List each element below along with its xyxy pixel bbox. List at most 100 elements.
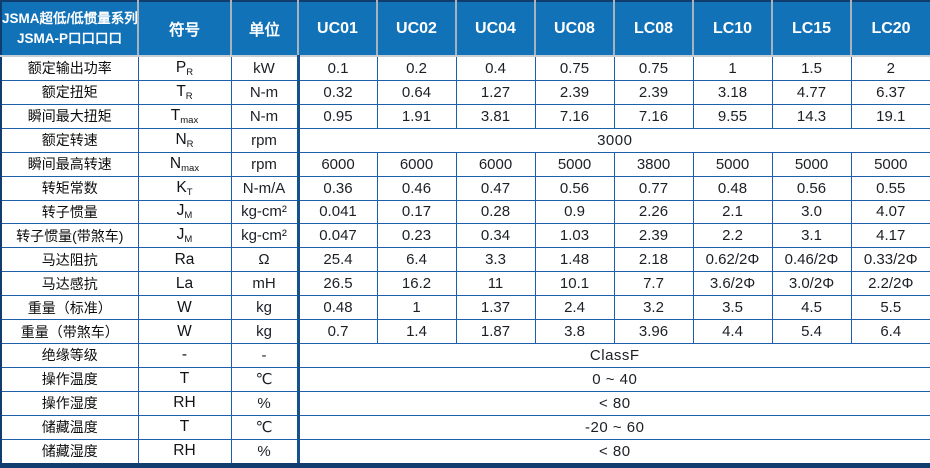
table-row: 转矩常数 KT N-m/A 0.36 0.46 0.47 0.56 0.77 0.48 0.56 0… <box>0 175 930 201</box>
value-cell: 4.4 <box>692 319 773 344</box>
row-label: 额定转速 <box>0 127 139 153</box>
column-header-model-uc01: UC01 <box>297 1 377 57</box>
table-row: 转子惯量(带煞车) JM kg-cm² 0.047 0.23 0.34 1.03 2.39 2.… <box>0 223 930 249</box>
row-symbol: La <box>137 271 232 297</box>
column-header-unit: 单位 <box>230 1 298 57</box>
value-cell: 25.4 <box>297 247 378 273</box>
row-span-value: 3000 <box>297 127 930 153</box>
value-cell: 0.46 <box>376 175 457 201</box>
row-unit: kW <box>230 55 300 81</box>
header-row: JSMA超低/低惯量系列 JSMA-P口口口口 符号 单位 UC01 UC02 … <box>1 1 930 57</box>
value-cell: 3.2 <box>613 295 694 321</box>
table-row: 额定转速 NR rpm 3000 <box>0 127 930 153</box>
table-row: 储藏湿度 RH% < 80 <box>0 438 930 467</box>
row-unit: ℃ <box>230 366 300 392</box>
value-cell: 26.5 <box>297 271 378 297</box>
row-symbol: Tmax <box>137 103 232 129</box>
row-unit: N-m <box>230 103 300 129</box>
row-label: 马达感抗 <box>0 271 139 297</box>
value-cell: 6.4 <box>376 247 457 273</box>
value-cell: 0.48 <box>692 175 773 201</box>
value-cell: 0.95 <box>297 103 378 129</box>
value-cell: 9.55 <box>692 103 773 129</box>
value-cell: 2.2 <box>692 223 773 249</box>
value-cell: 4.5 <box>771 295 852 321</box>
value-cell: 5000 <box>850 151 930 177</box>
row-label: 储藏温度 <box>0 414 139 440</box>
value-cell: 7.16 <box>613 103 694 129</box>
value-cell: 0.1 <box>297 55 378 81</box>
column-header-model-uc02: UC02 <box>376 1 456 57</box>
row-unit: - <box>230 342 300 368</box>
table-row: 额定输出功率 PR kW 0.1 0.2 0.4 0.75 0.75 1 1.5 2 <box>0 55 930 81</box>
value-cell: 6000 <box>455 151 536 177</box>
value-cell: 6000 <box>376 151 457 177</box>
column-header-model-lc08: LC08 <box>613 1 693 57</box>
value-cell: 2.4 <box>534 295 615 321</box>
value-cell: 0.33/2Φ <box>850 247 930 273</box>
row-unit: kg-cm² <box>230 223 300 249</box>
value-cell: 0.2 <box>376 55 457 81</box>
value-cell: 5000 <box>534 151 615 177</box>
row-label: 重量（标准） <box>0 295 139 321</box>
table-row: 储藏温度 T ℃ -20 ~ 60 <box>0 414 930 440</box>
row-label: 重量（带煞车） <box>0 319 139 344</box>
table-row: 瞬间最高转速 Nmax rpm 6000 6000 6000 5000 3800 5000 500… <box>0 151 930 177</box>
value-cell: 2.39 <box>534 79 615 105</box>
row-unit: % <box>230 438 300 467</box>
row-label: 绝缘等级 <box>0 342 139 368</box>
row-symbol: NR <box>137 127 232 153</box>
column-header-model-lc20: LC20 <box>850 1 930 57</box>
value-cell: 0.7 <box>297 319 378 344</box>
row-symbol: T <box>137 366 232 392</box>
value-cell: 1.37 <box>455 295 536 321</box>
row-span-value: < 80 <box>297 390 930 416</box>
value-cell: 0.56 <box>534 175 615 201</box>
value-cell: 2.26 <box>613 199 694 225</box>
value-cell: 11 <box>455 271 536 297</box>
value-cell: 3.6/2Φ <box>692 271 773 297</box>
value-cell: 2.39 <box>613 79 694 105</box>
column-header-model-uc08: UC08 <box>534 1 614 57</box>
row-unit: kg <box>230 319 300 344</box>
table-row: 马达感抗 La mH 26.5 16.2 11 10.1 7.7 3.6/2Φ 3.0/2Φ 2.2… <box>0 271 930 297</box>
row-unit: kg-cm² <box>230 199 300 225</box>
table-row: 操作温度 T ℃ 0 ~ 40 <box>0 366 930 392</box>
row-symbol: W <box>137 295 232 321</box>
value-cell: 5000 <box>771 151 852 177</box>
row-span-value: 0 ~ 40 <box>297 366 930 392</box>
value-cell: 0.46/2Φ <box>771 247 852 273</box>
row-unit: % <box>230 390 300 416</box>
value-cell: 3.8 <box>534 319 615 344</box>
value-cell: 19.1 <box>850 103 930 129</box>
value-cell: 3.5 <box>692 295 773 321</box>
row-unit: N-m/A <box>230 175 300 201</box>
value-cell: 0.75 <box>613 55 694 81</box>
row-span-value: -20 ~ 60 <box>297 414 930 440</box>
row-symbol: JM <box>137 199 232 225</box>
value-cell: 10.1 <box>534 271 615 297</box>
row-symbol: W <box>137 319 232 344</box>
row-span-value: < 80 <box>297 438 930 467</box>
value-cell: 6000 <box>297 151 378 177</box>
value-cell: 4.77 <box>771 79 852 105</box>
value-cell: 6.37 <box>850 79 930 105</box>
value-cell: 1.4 <box>376 319 457 344</box>
value-cell: 0.9 <box>534 199 615 225</box>
value-cell: 2.39 <box>613 223 694 249</box>
table-row: 瞬间最大扭矩 Tmax N-m 0.95 1.91 3.81 7.16 7.16 9.55 14.… <box>0 103 930 129</box>
row-label: 瞬间最高转速 <box>0 151 139 177</box>
row-symbol: T <box>137 414 232 440</box>
value-cell: 1.87 <box>455 319 536 344</box>
row-symbol: Nmax <box>137 151 232 177</box>
column-header-symbol: 符号 <box>137 1 231 57</box>
value-cell: 0.28 <box>455 199 536 225</box>
series-title-line2: JSMA-P口口口口 <box>16 30 122 46</box>
value-cell: 0.17 <box>376 199 457 225</box>
value-cell: 0.75 <box>534 55 615 81</box>
column-header-model-lc15: LC15 <box>771 1 851 57</box>
value-cell: 0.55 <box>850 175 930 201</box>
value-cell: 2.18 <box>613 247 694 273</box>
